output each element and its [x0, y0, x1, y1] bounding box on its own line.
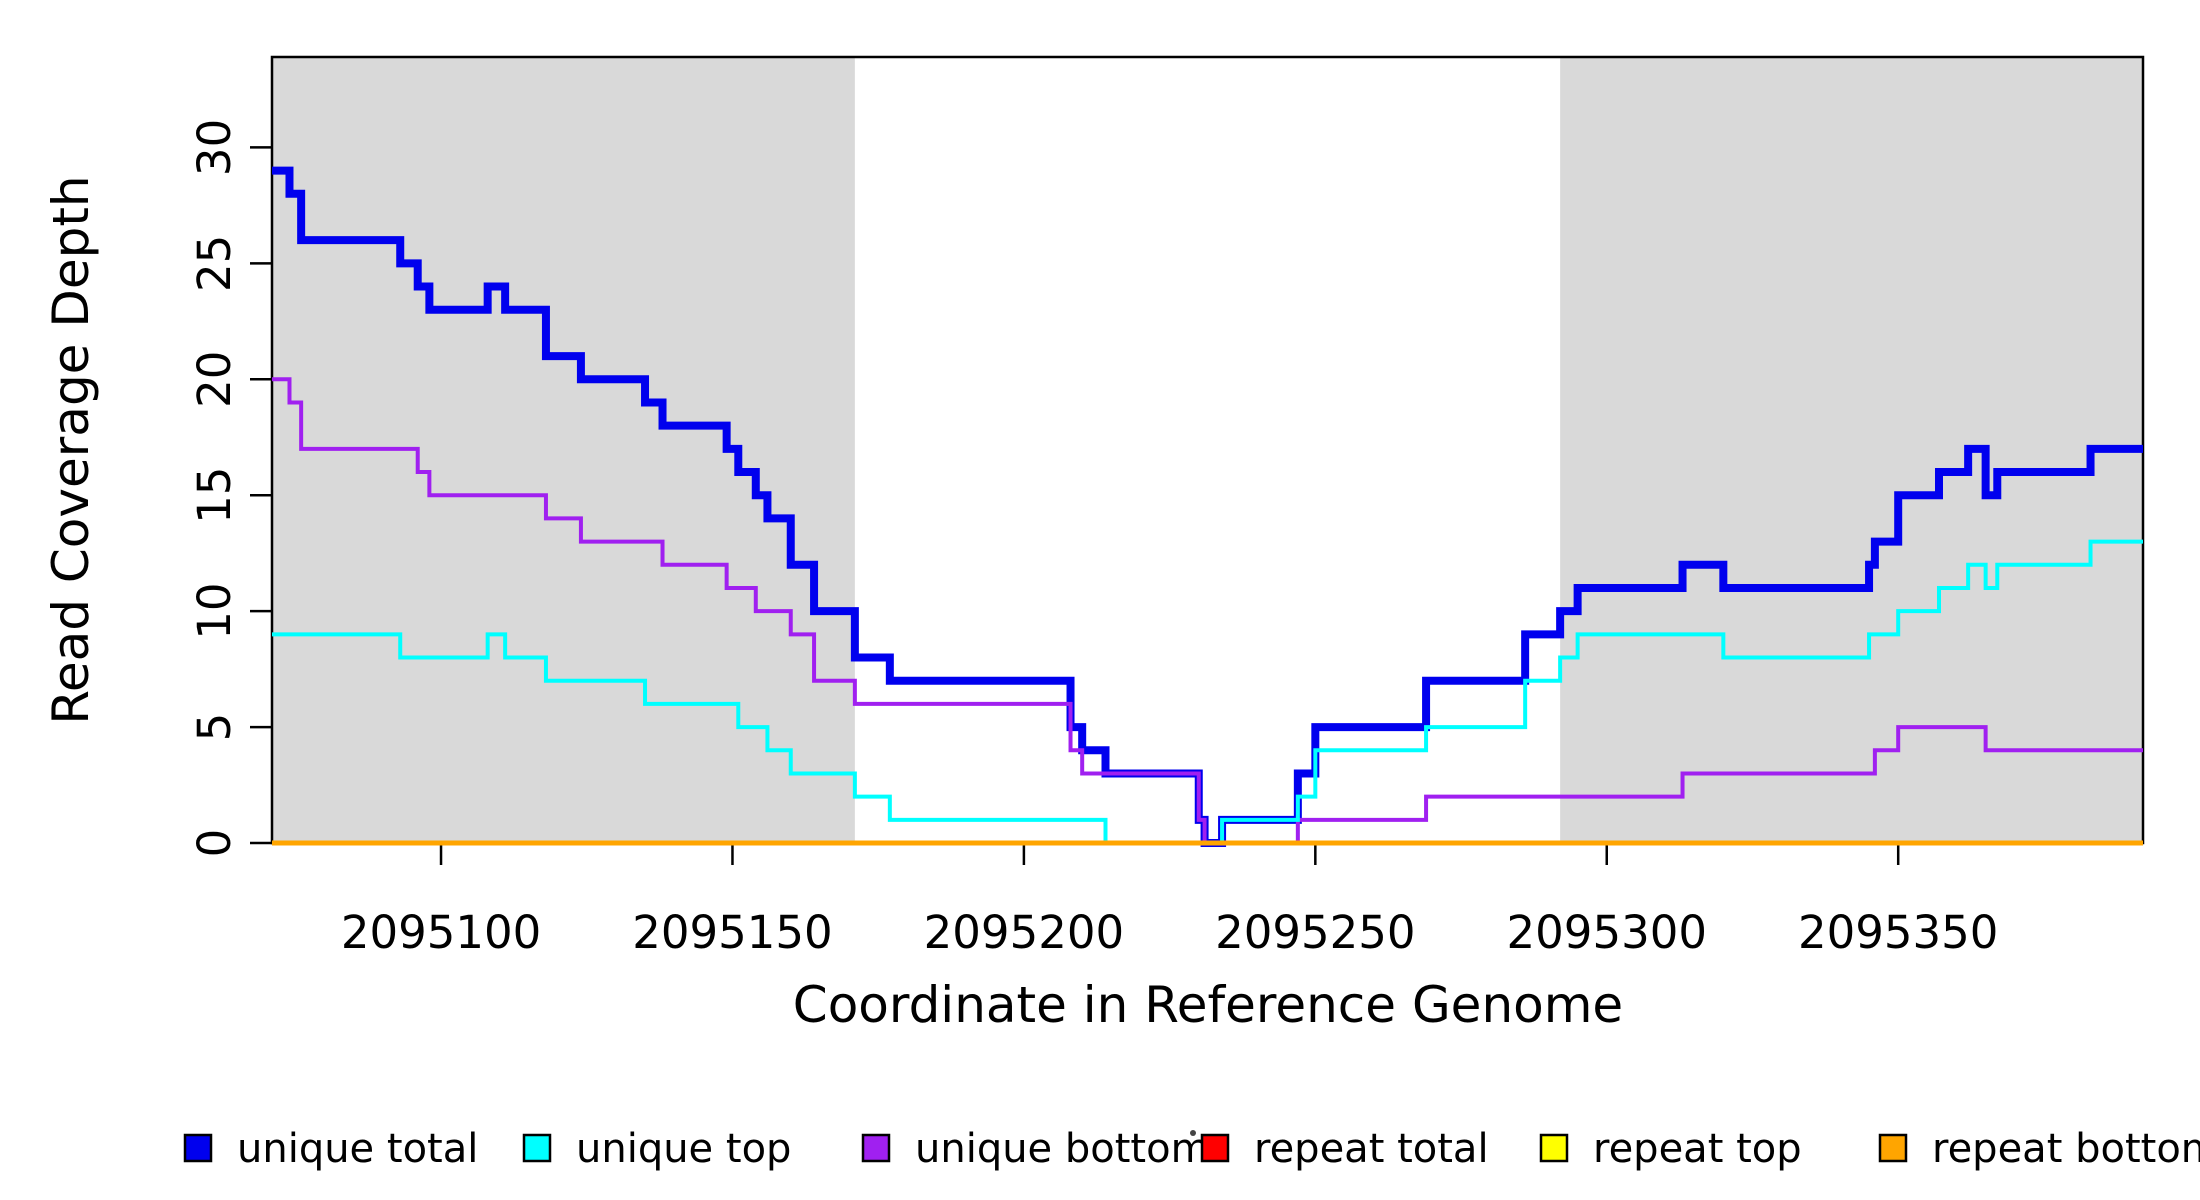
y-tick-label: 0 — [188, 829, 241, 858]
legend-label: unique bottom — [915, 1126, 1210, 1172]
legend-swatch-repeat-top — [1539, 1133, 1569, 1163]
x-tick-label: 2095150 — [632, 906, 832, 959]
y-tick-label: 30 — [188, 119, 241, 176]
y-axis-title: Read Coverage Depth — [42, 175, 100, 724]
legend-swatch-unique-top — [522, 1133, 552, 1163]
right-gray-region — [1560, 57, 2143, 843]
legend-item-unique-bottom: unique bottom — [861, 1126, 1210, 1172]
axes-layer: 2095100 2095150 2095200 2095250 2095300 20953… — [188, 55, 2145, 959]
y-tick-label: 25 — [188, 235, 241, 292]
legend-label: repeat top — [1593, 1126, 1802, 1172]
y-tick-label: 15 — [188, 467, 241, 524]
series-layer — [272, 166, 2143, 847]
x-tick-label: 2095100 — [341, 906, 541, 959]
stray-dot — [1190, 1130, 1196, 1136]
legend-item-unique-top: unique top — [522, 1126, 791, 1172]
x-tick-label: 2095250 — [1215, 906, 1415, 959]
legend-swatch-repeat-bottom — [1878, 1133, 1908, 1163]
series-line-unique-top — [272, 539, 2143, 845]
legend-swatch-unique-bottom — [861, 1133, 891, 1163]
legend-swatch-unique-total — [183, 1133, 213, 1163]
legend-label: unique total — [237, 1126, 478, 1172]
y-tick-label: 5 — [188, 713, 241, 742]
x-tick-label: 2095200 — [924, 906, 1124, 959]
y-tick-label: 20 — [188, 351, 241, 408]
series-line-unique-total — [272, 166, 2143, 847]
x-axis-title: Coordinate in Reference Genome — [793, 976, 1623, 1034]
legend-item-repeat-bottom: repeat bottom — [1878, 1126, 2200, 1172]
legend: unique total unique top unique bottom repea… — [183, 1126, 2200, 1172]
legend-item-repeat-top: repeat top — [1539, 1126, 1802, 1172]
legend-label: repeat bottom — [1932, 1126, 2200, 1172]
legend-swatch-repeat-total — [1200, 1133, 1230, 1163]
legend-label: unique top — [576, 1126, 791, 1172]
legend-item-unique-total: unique total — [183, 1126, 478, 1172]
x-tick-label: 2095350 — [1798, 906, 1998, 959]
x-tick-label: 2095300 — [1507, 906, 1707, 959]
legend-item-repeat-total: repeat total — [1200, 1126, 1489, 1172]
shaded-regions-layer — [272, 57, 2143, 843]
legend-label: repeat total — [1254, 1126, 1489, 1172]
y-tick-label: 10 — [188, 583, 241, 640]
series-line-unique-bottom — [272, 377, 2143, 845]
